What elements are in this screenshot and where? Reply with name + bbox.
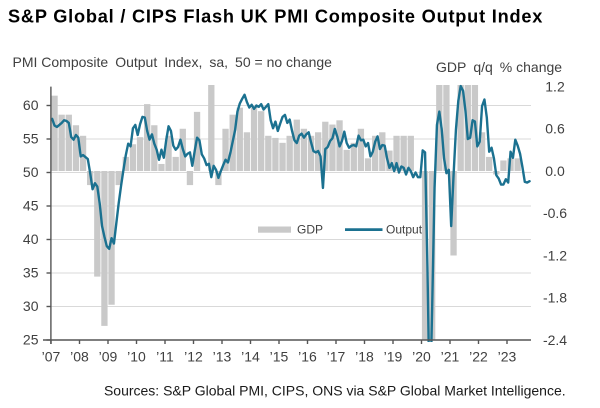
svg-text:’11: ’11 [156,348,174,364]
svg-text:’10: ’10 [127,348,146,364]
svg-text:’14: ’14 [241,348,260,364]
svg-text:35: 35 [23,265,39,281]
svg-text:Output: Output [386,222,423,236]
svg-text:PMI Composite Output Index, sa: PMI Composite Output Index, sa, 50 = no … [13,54,333,70]
svg-text:’20: ’20 [412,348,431,364]
svg-text:’23: ’23 [498,348,517,364]
svg-text:’09: ’09 [99,348,118,364]
svg-text:0.0: 0.0 [545,163,565,179]
svg-text:55: 55 [23,131,39,147]
svg-text:25: 25 [23,332,39,348]
svg-text:50: 50 [23,164,39,180]
svg-text:’13: ’13 [213,348,232,364]
svg-text:’21: ’21 [441,348,460,364]
svg-text:-0.6: -0.6 [543,205,567,221]
svg-text:’19: ’19 [384,348,403,364]
svg-text:-1.2: -1.2 [543,247,567,263]
svg-text:GDP q/q % change: GDP q/q % change [436,59,562,75]
svg-text:Sources: S&P Global PMI, CIPS,: Sources: S&P Global PMI, CIPS, ONS via S… [104,383,566,399]
svg-text:’15: ’15 [270,348,289,364]
svg-text:’07: ’07 [42,348,61,364]
svg-text:GDP: GDP [297,222,323,236]
svg-text:’22: ’22 [469,348,488,364]
svg-text:’12: ’12 [184,348,203,364]
svg-text:60: 60 [23,97,39,113]
svg-text:S&P Global / CIPS Flash UK PMI: S&P Global / CIPS Flash UK PMI Composite… [8,7,543,27]
svg-text:1.2: 1.2 [545,78,565,94]
svg-text:’17: ’17 [327,348,346,364]
svg-text:30: 30 [23,298,39,314]
svg-text:’08: ’08 [70,348,89,364]
svg-text:40: 40 [23,231,39,247]
svg-text:-2.4: -2.4 [543,332,567,348]
svg-text:’18: ’18 [355,348,374,364]
svg-text:’16: ’16 [298,348,317,364]
svg-text:0.6: 0.6 [545,121,565,137]
svg-text:45: 45 [23,198,39,214]
svg-text:-1.8: -1.8 [543,290,567,306]
